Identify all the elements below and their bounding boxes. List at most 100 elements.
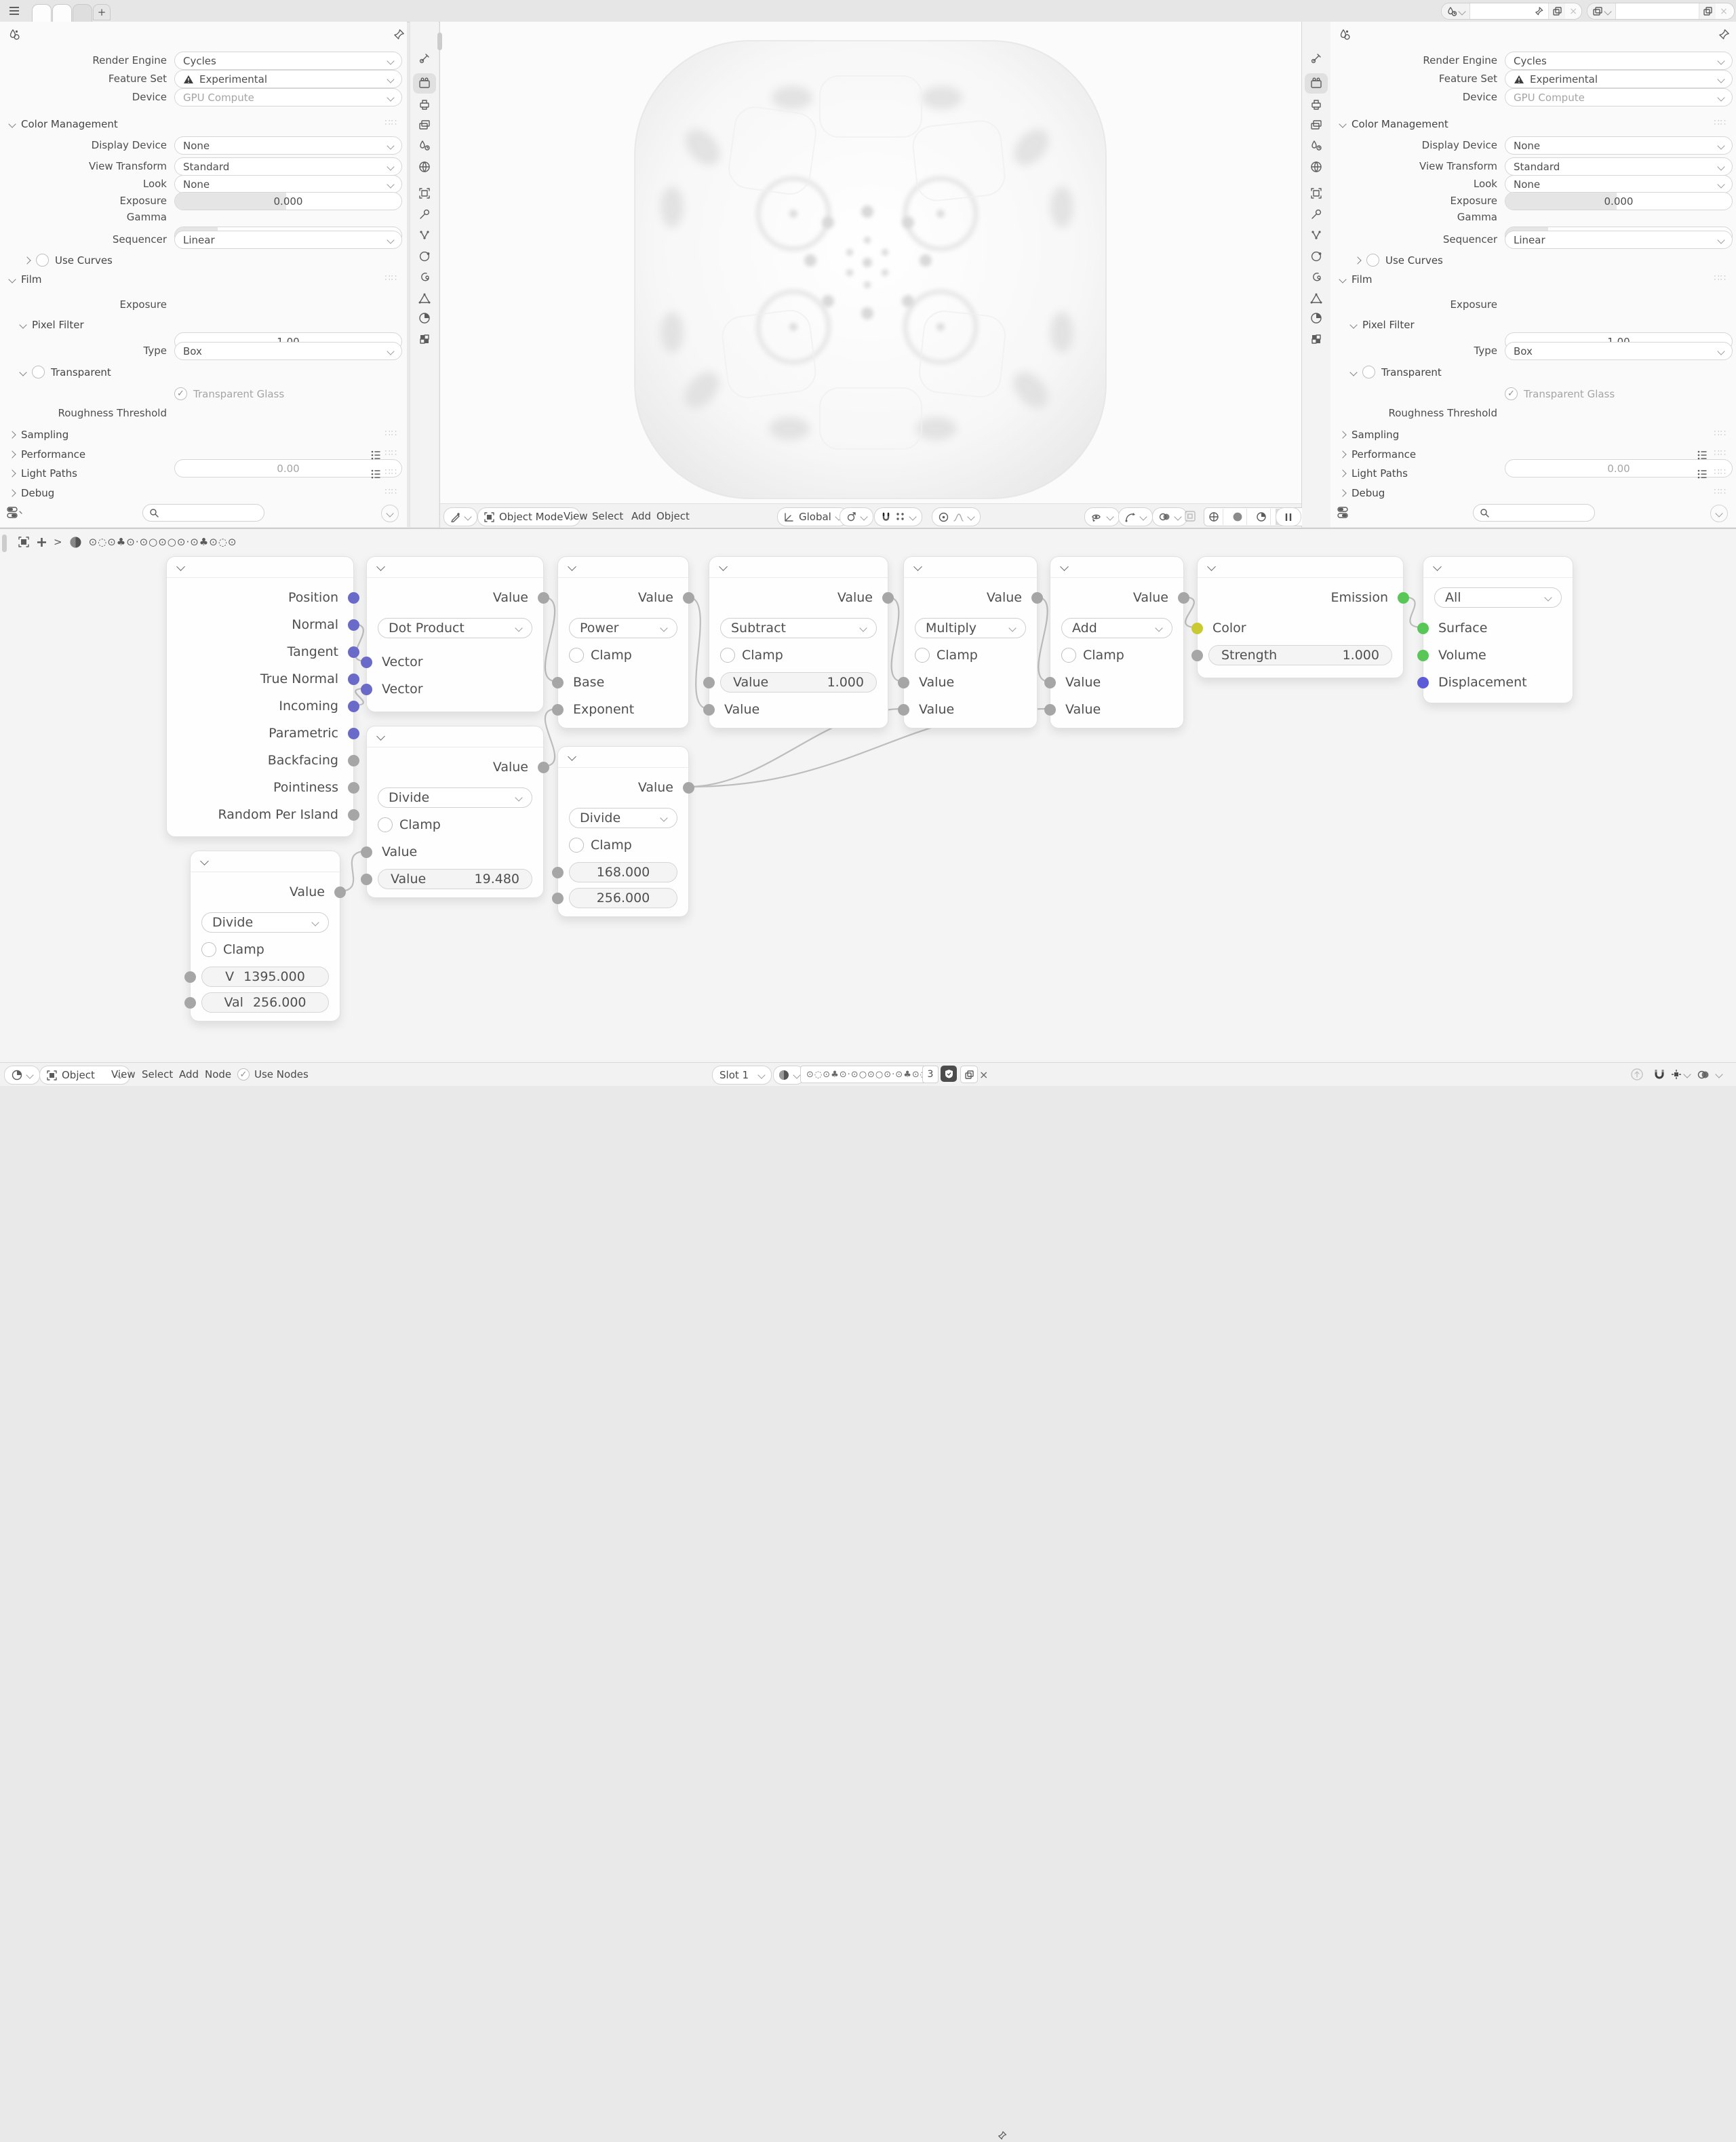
tab-tool[interactable] — [1305, 48, 1328, 69]
section-light-paths[interactable]: Light Paths — [8, 467, 77, 480]
tab-scene[interactable] — [413, 136, 436, 156]
tab-view-layer[interactable] — [413, 115, 436, 135]
section-use-curves[interactable]: Use Curves — [23, 254, 113, 267]
roughness-threshold-field[interactable]: 0.00 — [174, 459, 402, 478]
tab-particles[interactable] — [413, 225, 436, 246]
workspace-tab[interactable] — [52, 4, 72, 22]
mode-dropdown[interactable]: Object Mode — [477, 507, 580, 526]
pin-icon[interactable] — [1535, 6, 1544, 16]
node-math-divide[interactable]: Value Divide Clamp 168.000 256.000 — [552, 746, 694, 917]
node-math-add[interactable]: Value Add Clamp Value Value — [1044, 556, 1189, 728]
section-debug[interactable]: Debug — [8, 487, 54, 499]
socket-value[interactable] — [703, 677, 715, 688]
value-field[interactable]: 168.000 — [569, 862, 677, 882]
use-curves-checkbox[interactable] — [36, 254, 49, 267]
value-field[interactable]: Val 256.000 — [201, 992, 329, 1013]
viewlayer-unlink-button[interactable]: × — [1716, 3, 1732, 19]
tab-physics[interactable] — [413, 246, 436, 267]
socket-value[interactable] — [683, 782, 694, 794]
pixel-filter-type-dropdown[interactable]: Box — [1505, 342, 1733, 360]
tab-constraints[interactable] — [413, 267, 436, 288]
tab-texture[interactable] — [413, 329, 436, 349]
node-geometry[interactable]: Position Normal Tangent True Normal Inco… — [166, 556, 359, 837]
scene-unlink-button[interactable]: × — [1565, 3, 1581, 19]
socket-value[interactable] — [361, 874, 372, 885]
tab-object-data[interactable] — [413, 288, 436, 309]
tab-scene[interactable] — [1305, 136, 1328, 156]
selectability-visibility-dropdown[interactable] — [1084, 507, 1120, 526]
menu-node[interactable]: Node — [205, 1068, 232, 1080]
node-material-output[interactable]: All Surface Volume Displacement — [1417, 556, 1573, 703]
socket-vector[interactable] — [348, 592, 359, 604]
app-menu-icon[interactable] — [9, 6, 20, 16]
editor-scrollbar[interactable] — [2, 534, 7, 552]
node-collapse-header[interactable] — [1198, 557, 1403, 578]
scene-name-field[interactable] — [1470, 3, 1550, 19]
target-dropdown[interactable]: All — [1434, 587, 1562, 608]
tab-object[interactable] — [413, 183, 436, 203]
pin-icon[interactable] — [393, 28, 406, 41]
tab-view-layer[interactable] — [1305, 115, 1328, 135]
material-name-field[interactable]: ⊙◌⊙♣⊙·⊙○⊙○⊙·⊙♣⊙◌⊙ — [800, 1066, 936, 1083]
preset-list-icon[interactable] — [1697, 469, 1708, 480]
snap-target-dropdown[interactable] — [1671, 1066, 1691, 1083]
socket-value[interactable] — [1031, 592, 1043, 604]
socket-value[interactable] — [552, 867, 564, 878]
node-collapse-header[interactable] — [367, 726, 543, 747]
display-device-dropdown[interactable]: None — [174, 136, 402, 155]
section-sampling[interactable]: Sampling — [1339, 429, 1399, 441]
value-field[interactable]: Value 19.480 — [378, 869, 532, 889]
operation-dropdown[interactable]: Power — [569, 618, 677, 638]
viewlayer-icon-dropdown[interactable] — [1587, 3, 1616, 19]
socket-value[interactable] — [882, 592, 894, 604]
operation-dropdown[interactable]: Dot Product — [378, 618, 532, 638]
pause-render-button[interactable] — [1276, 507, 1301, 526]
socket-value[interactable] — [334, 887, 346, 898]
filter-toggles-icon[interactable] — [7, 505, 24, 520]
workspace-tab-active[interactable] — [73, 4, 92, 22]
editor-type-button[interactable] — [443, 507, 477, 526]
transparent-checkbox[interactable] — [32, 366, 45, 378]
socket-value[interactable] — [1044, 704, 1056, 716]
operation-dropdown[interactable]: Divide — [569, 808, 677, 828]
node-collapse-header[interactable] — [709, 557, 888, 578]
socket-value[interactable] — [1044, 677, 1056, 688]
tab-modifiers[interactable] — [413, 204, 436, 225]
feature-set-dropdown[interactable]: Experimental — [174, 70, 402, 88]
operation-dropdown[interactable]: Divide — [201, 912, 329, 933]
viewport-scrollbar[interactable] — [437, 33, 442, 50]
search-input[interactable] — [1473, 504, 1595, 522]
preset-list-icon[interactable] — [370, 450, 381, 461]
node-math-divide[interactable]: Value Divide Clamp Value Value 19.480 — [361, 726, 549, 898]
node-math-multiply[interactable]: Value Multiply Clamp Value Value — [898, 556, 1043, 728]
sequencer-dropdown[interactable]: Linear — [174, 231, 402, 249]
operation-dropd own[interactable]: Add — [1061, 618, 1172, 638]
editor-type-button[interactable] — [4, 1066, 40, 1085]
tab-physics[interactable] — [1305, 246, 1328, 267]
operation-dropdown[interactable]: Divide — [378, 787, 532, 808]
value-field[interactable]: V 1395.000 — [201, 967, 329, 987]
look-dropdown[interactable]: None — [174, 175, 402, 193]
operation-dropdown[interactable]: Subtract — [720, 618, 877, 638]
tab-output[interactable] — [1305, 94, 1328, 115]
strength-field[interactable]: Strength 1.000 — [1208, 645, 1392, 665]
shader-context-dropdown[interactable]: Object — [39, 1066, 130, 1085]
panel-options-button[interactable] — [1710, 505, 1728, 522]
unlink-material-button[interactable]: × — [979, 1068, 989, 1081]
socket-value[interactable] — [552, 704, 564, 716]
shading-wireframe-button[interactable] — [1204, 509, 1223, 525]
tab-world[interactable] — [1305, 157, 1328, 177]
socket-value[interactable] — [898, 677, 909, 688]
section-debug[interactable]: Debug — [1339, 487, 1385, 499]
pixel-filter-type-dropdown[interactable]: Box — [174, 342, 402, 360]
transform-orientation-dropdown[interactable]: Global — [777, 507, 848, 526]
copy-material-button[interactable] — [960, 1066, 978, 1083]
node-math-subtract[interactable]: Value Subtract Clamp Value 1.000 Value — [703, 556, 894, 728]
feature-set-dropdown[interactable]: Experimental — [1505, 70, 1733, 88]
menu-select[interactable]: Select — [142, 1068, 174, 1080]
section-sampling[interactable]: Sampling — [8, 429, 68, 441]
scene-copy-button[interactable] — [1549, 3, 1566, 19]
socket-value[interactable] — [552, 677, 564, 688]
snap-cursor-button[interactable] — [1630, 1066, 1644, 1083]
node-vector-math[interactable]: Value Dot Product Vector Vector — [361, 556, 549, 712]
